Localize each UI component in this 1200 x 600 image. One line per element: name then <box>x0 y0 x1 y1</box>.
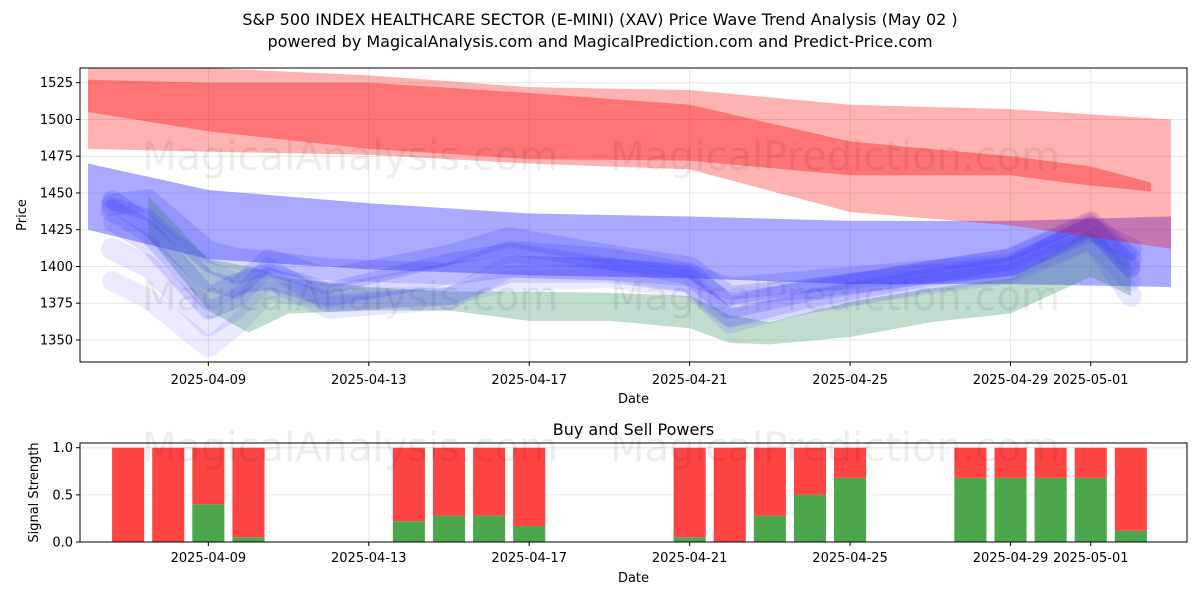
sell-bar <box>1114 447 1147 531</box>
x-tick-label: 2025-04-17 <box>491 551 567 566</box>
x-tick-label: 2025-04-25 <box>812 551 888 566</box>
price-wave-chart: MagicalAnalysis.com MagicalPrediction.com… <box>15 67 1188 407</box>
blue-channel-band <box>88 163 1171 288</box>
buy-sell-power-chart: MagicalAnalysis.com MagicalPrediction.com… <box>27 420 1188 586</box>
y-tick-label: 0.0 <box>52 536 73 551</box>
buy-bar <box>673 537 706 542</box>
buy-bar <box>1074 477 1107 542</box>
green-prediction-band <box>148 195 1131 345</box>
y-tick-label: 1500 <box>40 113 73 128</box>
blue-wave-line <box>103 213 1140 327</box>
red-trend-band <box>88 79 1151 192</box>
sell-bar <box>432 447 466 516</box>
x-tick-label: 2025-04-29 <box>973 551 1049 566</box>
sell-bar <box>713 447 746 542</box>
y-tick-label: 1425 <box>40 223 73 238</box>
x-tick-label: 2025-04-17 <box>491 373 567 388</box>
subplot-title: Buy and Sell Powers <box>553 420 715 439</box>
x-axis-label: Date <box>618 392 649 407</box>
plot-frame <box>79 442 1188 543</box>
x-tick-label: 2025-04-21 <box>652 551 728 566</box>
x-tick-label: 2025-04-29 <box>973 373 1049 388</box>
buy-bar <box>834 477 867 542</box>
y-tick-label: 1375 <box>40 297 73 312</box>
x-tick-label: 2025-05-01 <box>1053 373 1129 388</box>
buy-bar <box>192 504 225 542</box>
x-tick-label: 2025-04-25 <box>812 373 888 388</box>
plot-area: MagicalAnalysis.com MagicalPrediction.com… <box>88 68 1171 358</box>
watermark-text: MagicalAnalysis.com <box>142 134 558 180</box>
y-axis-label: Signal Strength <box>27 442 42 542</box>
buy-bar <box>432 515 466 542</box>
y-tick-label: 1450 <box>40 186 73 201</box>
x-tick-label: 2025-04-21 <box>652 373 728 388</box>
plot-frame <box>79 67 1188 363</box>
y-tick-label: 1475 <box>40 150 73 165</box>
watermark-text: MagicalPrediction.com <box>610 425 1060 471</box>
blue-wave-line <box>101 226 1142 337</box>
buy-bar <box>232 537 265 542</box>
y-tick-label: 1525 <box>40 76 73 91</box>
sell-bar <box>392 447 425 522</box>
y-tick-label: 1350 <box>40 333 73 348</box>
blue-wave-line <box>101 199 1142 319</box>
sell-bar <box>753 447 786 516</box>
sell-bar <box>473 447 506 516</box>
watermark-text: MagicalAnalysis.com <box>142 425 558 471</box>
y-tick-label: 1400 <box>40 260 73 275</box>
sell-bar <box>152 447 185 542</box>
x-tick-label: 2025-04-09 <box>171 551 247 566</box>
sell-bar <box>112 447 145 542</box>
x-axis-label: Date <box>618 571 649 586</box>
sell-bar <box>232 447 265 538</box>
buy-bar <box>513 525 546 542</box>
buy-bar <box>994 477 1027 542</box>
x-tick-label: 2025-04-09 <box>171 373 247 388</box>
y-tick-label: 1.0 <box>52 441 73 456</box>
y-axis-label: Price <box>15 199 30 231</box>
x-tick-label: 2025-04-13 <box>331 373 407 388</box>
sell-bar <box>513 447 546 526</box>
buy-bar <box>793 494 827 542</box>
buy-bar <box>392 521 425 542</box>
blue-wave-line <box>101 189 1142 300</box>
sell-bar <box>994 447 1027 478</box>
sell-bar <box>793 447 827 495</box>
blue-wave-line <box>106 197 1137 305</box>
x-tick-label: 2025-05-01 <box>1053 551 1129 566</box>
sell-bar <box>1074 447 1107 478</box>
blue-wave-line <box>102 229 1141 358</box>
watermark-text: MagicalPrediction.com <box>610 274 1060 320</box>
chart-title-line1: S&P 500 INDEX HEALTHCARE SECTOR (E-MINI)… <box>242 10 958 29</box>
buy-bar <box>954 477 987 542</box>
watermark-text: MagicalAnalysis.com <box>142 274 558 320</box>
sell-bar <box>673 447 706 538</box>
buy-bar <box>1034 477 1067 542</box>
y-tick-label: 0.5 <box>52 488 73 503</box>
sell-bar <box>1034 447 1067 478</box>
x-tick-label: 2025-04-13 <box>331 551 407 566</box>
red-trend-band <box>88 68 1171 249</box>
buy-bar <box>753 515 786 542</box>
blue-wave-line <box>102 190 1141 306</box>
buy-bar <box>1114 530 1147 542</box>
watermark-text: MagicalPrediction.com <box>610 134 1060 180</box>
sell-bar <box>954 447 987 478</box>
buy-bar <box>473 515 506 542</box>
chart-title-line2: powered by MagicalAnalysis.com and Magic… <box>267 32 933 51</box>
sell-bar <box>834 447 867 478</box>
sell-bar <box>192 447 225 505</box>
